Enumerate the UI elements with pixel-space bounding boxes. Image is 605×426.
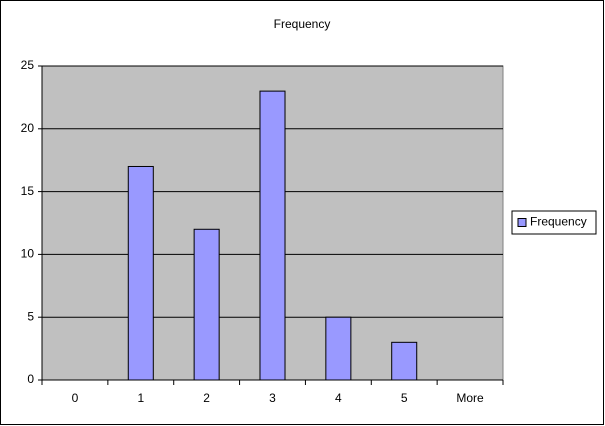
x-tick-label: 5 — [401, 391, 408, 405]
bar — [325, 316, 352, 381]
bar — [127, 165, 154, 381]
x-tick-label: 4 — [335, 391, 342, 405]
y-tick-label: 20 — [21, 121, 35, 135]
bar — [193, 228, 220, 381]
legend-swatch — [517, 218, 527, 227]
bar — [259, 90, 286, 381]
x-tick-label: 1 — [137, 391, 144, 405]
legend-box — [511, 210, 597, 235]
chart-title: Frequency — [274, 17, 331, 31]
y-tick-label: 15 — [21, 184, 35, 198]
y-tick-label: 0 — [27, 372, 34, 386]
y-tick-label: 10 — [21, 247, 35, 261]
y-tick-label: 25 — [21, 58, 35, 72]
x-tick-label: 0 — [72, 391, 79, 405]
bar — [391, 341, 418, 381]
x-tick-label: 2 — [203, 391, 210, 405]
x-tick-label: 3 — [269, 391, 276, 405]
y-tick-label: 5 — [27, 309, 34, 323]
x-tick-label: More — [456, 391, 484, 405]
legend-label: Frequency — [530, 215, 587, 229]
